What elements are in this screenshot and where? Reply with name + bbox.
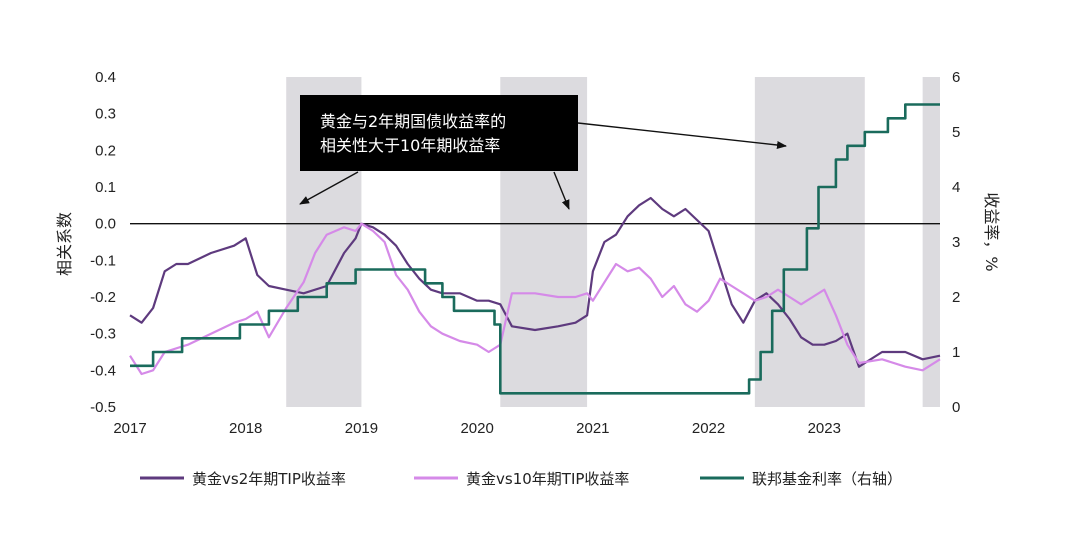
y-right-tick-label-0: 6 [952, 69, 960, 86]
series-line-2 [130, 103, 940, 395]
y-left-tick-label-7: -0.3 [90, 326, 116, 343]
annotation-arrow-left [299, 171, 359, 205]
legend: 黄金vs2年期TIP收益率 黄金vs10年期TIP收益率 联邦基金利率（右轴） [140, 470, 902, 488]
x-tick-label-1: 2018 [229, 420, 262, 437]
y-right-tick-label-2: 4 [952, 179, 960, 196]
y-right-tick-label-3: 3 [952, 234, 960, 251]
annotation-line-1: 黄金与2年期国债收益率的 [320, 112, 506, 131]
annotation-box [300, 95, 578, 171]
series-line-0 [129, 196, 941, 368]
x-tick-label-2: 2019 [345, 420, 378, 437]
y-left-tick-label-6: -0.2 [90, 289, 116, 306]
series-lines-group [129, 103, 941, 395]
y-left-tick-label-1: 0.3 [95, 106, 116, 123]
y-axis-left-label: 相关系数 [55, 212, 74, 276]
annotation-arrow-middle [553, 171, 570, 210]
y-left-tick-label-4: 0.0 [95, 216, 116, 233]
x-tick-label-3: 2020 [460, 420, 493, 437]
y-right-tick-label-5: 1 [952, 344, 960, 361]
y-left-tick-label-0: 0.4 [95, 69, 116, 86]
y-left-tick-label-8: -0.4 [90, 362, 116, 379]
shaded-period-2 [754, 77, 865, 407]
shaded-period-3 [922, 77, 940, 407]
annotation-arrow-right [577, 122, 787, 149]
annotation-callout: 黄金与2年期国债收益率的 相关性大于10年期收益率 [299, 95, 787, 210]
y-left-tick-label-5: -0.1 [90, 252, 116, 269]
series-line-1 [129, 222, 941, 376]
x-tick-label-0: 2017 [113, 420, 146, 437]
legend-label-fedfunds: 联邦基金利率（右轴） [752, 470, 902, 488]
y-right-tick-label-4: 2 [952, 289, 960, 306]
legend-label-2y: 黄金vs2年期TIP收益率 [192, 470, 346, 488]
x-tick-label-5: 2022 [692, 420, 725, 437]
x-tick-label-4: 2021 [576, 420, 609, 437]
tick-labels-group: 2017 2018 2019 2020 2021 2022 2023 0.4 0.3 0.2 0.1… [90, 69, 960, 437]
legend-label-10y: 黄金vs10年期TIP收益率 [466, 470, 629, 488]
y-left-tick-label-9: -0.5 [90, 399, 116, 416]
y-right-tick-label-6: 0 [952, 399, 960, 416]
y-left-tick-label-3: 0.1 [95, 179, 116, 196]
x-tick-label-6: 2023 [808, 420, 841, 437]
y-axis-right-label: 收益率，% [982, 192, 1001, 271]
y-left-tick-label-2: 0.2 [95, 142, 116, 159]
annotation-line-2: 相关性大于10年期收益率 [320, 136, 500, 155]
y-right-tick-label-1: 5 [952, 124, 960, 141]
